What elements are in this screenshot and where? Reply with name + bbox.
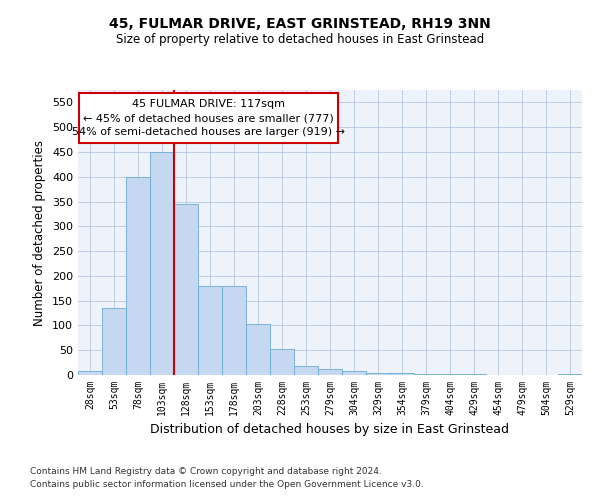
Bar (102, 308, 126, 375)
X-axis label: Distribution of detached houses by size in East Grinstead: Distribution of detached houses by size … (151, 424, 509, 436)
Text: ← 45% of detached houses are smaller (777): ← 45% of detached houses are smaller (77… (83, 114, 334, 124)
Bar (150, 152, 174, 375)
Bar (246, 324, 270, 375)
Text: Size of property relative to detached houses in East Grinstead: Size of property relative to detached ho… (116, 32, 484, 46)
Bar (558, 374, 582, 375)
Bar (414, 374, 438, 375)
Text: Contains public sector information licensed under the Open Government Licence v3: Contains public sector information licen… (30, 480, 424, 489)
Bar (438, 374, 462, 375)
Text: 54% of semi-detached houses are larger (919) →: 54% of semi-detached houses are larger (… (73, 127, 346, 137)
Bar (78, 371, 102, 375)
Bar (294, 366, 318, 375)
Bar (222, 286, 246, 375)
Bar (174, 204, 198, 375)
Text: Contains HM Land Registry data © Crown copyright and database right 2024.: Contains HM Land Registry data © Crown c… (30, 467, 382, 476)
Bar (318, 369, 342, 375)
Bar (366, 372, 390, 375)
Bar (462, 374, 486, 375)
FancyBboxPatch shape (79, 94, 338, 143)
Bar (342, 371, 366, 375)
Bar (270, 349, 294, 375)
Bar (390, 373, 414, 375)
Bar (198, 286, 222, 375)
Y-axis label: Number of detached properties: Number of detached properties (34, 140, 46, 326)
Text: 45, FULMAR DRIVE, EAST GRINSTEAD, RH19 3NN: 45, FULMAR DRIVE, EAST GRINSTEAD, RH19 3… (109, 18, 491, 32)
Bar (126, 176, 150, 375)
Text: 45 FULMAR DRIVE: 117sqm: 45 FULMAR DRIVE: 117sqm (133, 100, 286, 110)
